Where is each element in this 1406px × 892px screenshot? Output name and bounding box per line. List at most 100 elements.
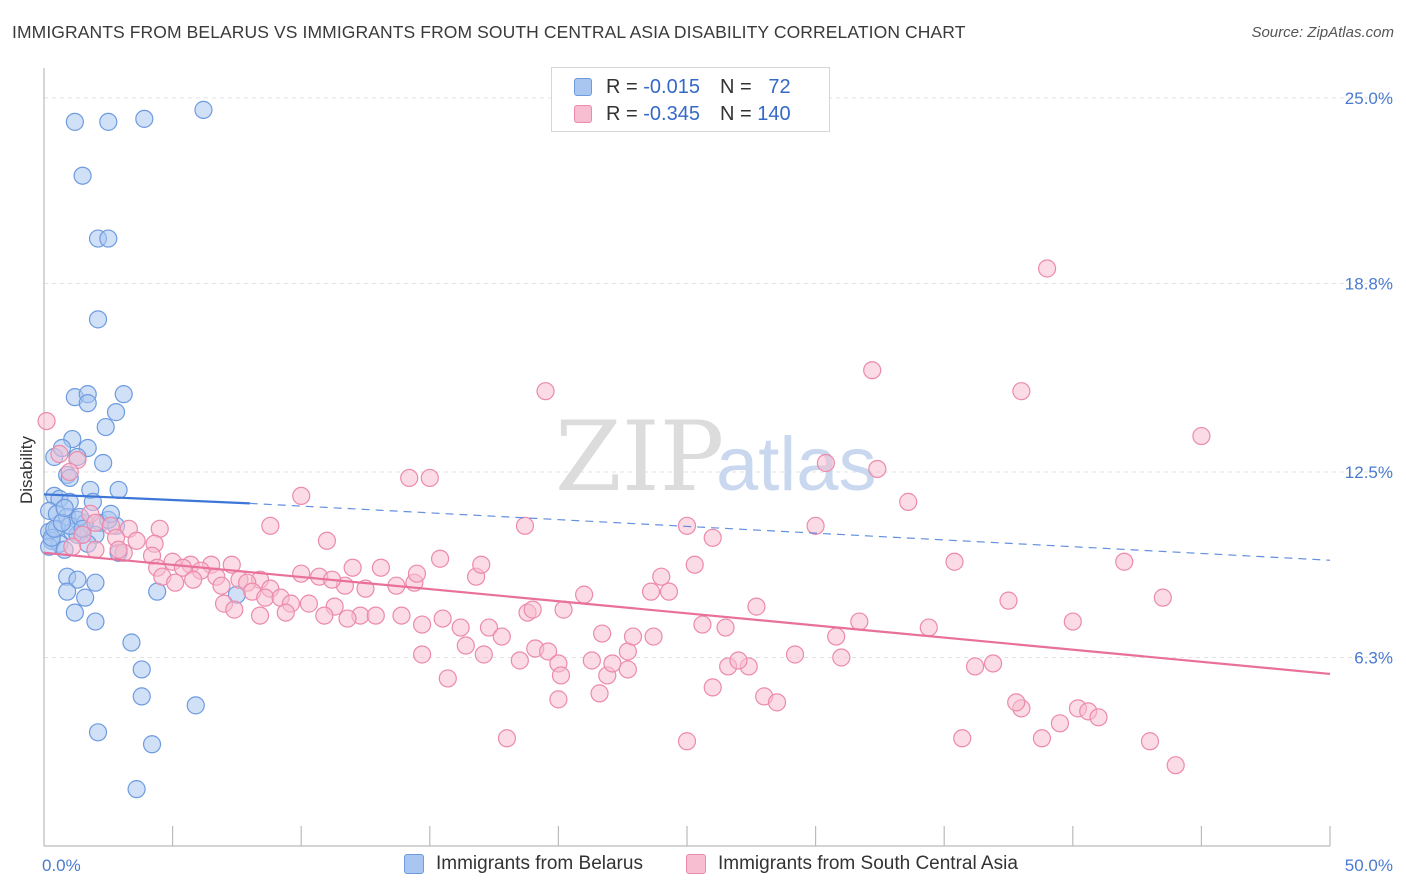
y-axis-label: Disability [17, 435, 36, 504]
data-point [659, 582, 679, 601]
data-point [1140, 732, 1160, 751]
data-point [63, 537, 82, 556]
data-point [827, 627, 846, 646]
data-point [716, 618, 735, 637]
data-point [582, 651, 601, 670]
trend-line-0 [43, 493, 250, 505]
x-tick-label-0: 0.0% [42, 856, 81, 875]
data-point [456, 636, 475, 655]
legend-r-label: R = [606, 102, 638, 125]
data-point [1012, 382, 1031, 401]
series-points-0 [40, 100, 246, 799]
data-point [94, 453, 113, 473]
data-point [1063, 612, 1082, 631]
data-point [510, 651, 529, 670]
y-tick-label-3: 25.0% [1345, 89, 1393, 108]
data-point [539, 642, 558, 661]
data-point [420, 468, 439, 488]
data-point [832, 648, 851, 667]
data-point [65, 603, 84, 622]
data-point [37, 411, 56, 431]
data-point [73, 525, 92, 544]
data-point [184, 570, 203, 589]
data-point [641, 582, 661, 601]
data-point [256, 588, 275, 607]
data-point [412, 615, 432, 634]
watermark-atlas: atlas [716, 422, 877, 507]
data-point [575, 585, 594, 604]
data-point [551, 666, 571, 685]
data-point [767, 693, 787, 712]
data-point [58, 582, 77, 601]
data-point [474, 645, 493, 664]
data-point [677, 732, 697, 751]
data-point [392, 606, 411, 625]
legend-r-label: R = [606, 75, 638, 98]
legend-r-value: -0.015 [643, 75, 700, 98]
data-point [479, 618, 499, 637]
data-point [451, 618, 470, 637]
data-point [806, 516, 825, 535]
data-point [142, 735, 162, 754]
data-point [1166, 756, 1185, 775]
data-point [88, 310, 108, 329]
data-point [299, 594, 319, 613]
legend-n-label: N = [719, 102, 752, 125]
data-point [73, 166, 92, 185]
data-point [1089, 708, 1108, 727]
axes [43, 68, 1331, 847]
legend-n-label: N = [719, 75, 752, 98]
data-point [693, 615, 712, 634]
data-point [400, 468, 419, 488]
data-point [50, 444, 69, 464]
data-point [99, 112, 118, 131]
data-point [644, 627, 663, 646]
data-point [850, 612, 869, 631]
data-points [37, 100, 1211, 799]
legend-row-belarus: R = -0.015 N = 72 [574, 74, 791, 100]
legend-swatch-belarus [574, 78, 592, 96]
legend-row-south-central-asia: R = -0.345 N = 140 [574, 101, 791, 127]
tick-labels: 6.3% 12.5% 18.8% 25.0% 0.0% 50.0% [42, 89, 1393, 875]
data-point [438, 669, 457, 688]
series-swatch-south-central-asia [686, 854, 706, 874]
data-point [135, 109, 154, 128]
data-point [88, 723, 108, 742]
chart-title: IMMIGRANTS FROM BELARUS VS IMMIGRANTS FR… [12, 22, 966, 42]
data-point [549, 690, 568, 709]
data-point [652, 567, 671, 586]
data-point [433, 609, 452, 628]
data-point [685, 555, 704, 574]
data-point [953, 729, 972, 748]
series-swatch-belarus [404, 854, 424, 874]
data-point [68, 570, 87, 589]
data-point [863, 361, 882, 380]
data-point [106, 403, 126, 422]
series-label-belarus: Immigrants from Belarus [436, 853, 643, 874]
data-point [523, 600, 542, 619]
data-point [76, 588, 95, 607]
data-point [945, 552, 964, 571]
legend-n-value: 140 [757, 102, 791, 125]
data-point [703, 678, 722, 697]
data-point [983, 654, 1003, 673]
y-tick-label-0: 6.3% [1354, 648, 1393, 667]
data-point [366, 606, 385, 625]
data-point [276, 603, 295, 622]
data-point [60, 462, 79, 482]
data-point [55, 498, 74, 517]
correlation-legend: R = -0.015 N = 72 R = -0.345 N = 140 [551, 67, 830, 132]
data-point [1050, 714, 1070, 733]
data-point [96, 417, 115, 437]
data-point [338, 609, 357, 628]
legend-swatch-south-central-asia [574, 105, 592, 123]
data-point [1192, 426, 1211, 446]
data-point [371, 558, 391, 577]
data-point [132, 687, 151, 706]
watermark-zip: ZIP [555, 401, 724, 513]
data-point [86, 612, 105, 631]
data-point [590, 684, 609, 703]
data-point [729, 651, 748, 670]
data-point [292, 486, 311, 505]
